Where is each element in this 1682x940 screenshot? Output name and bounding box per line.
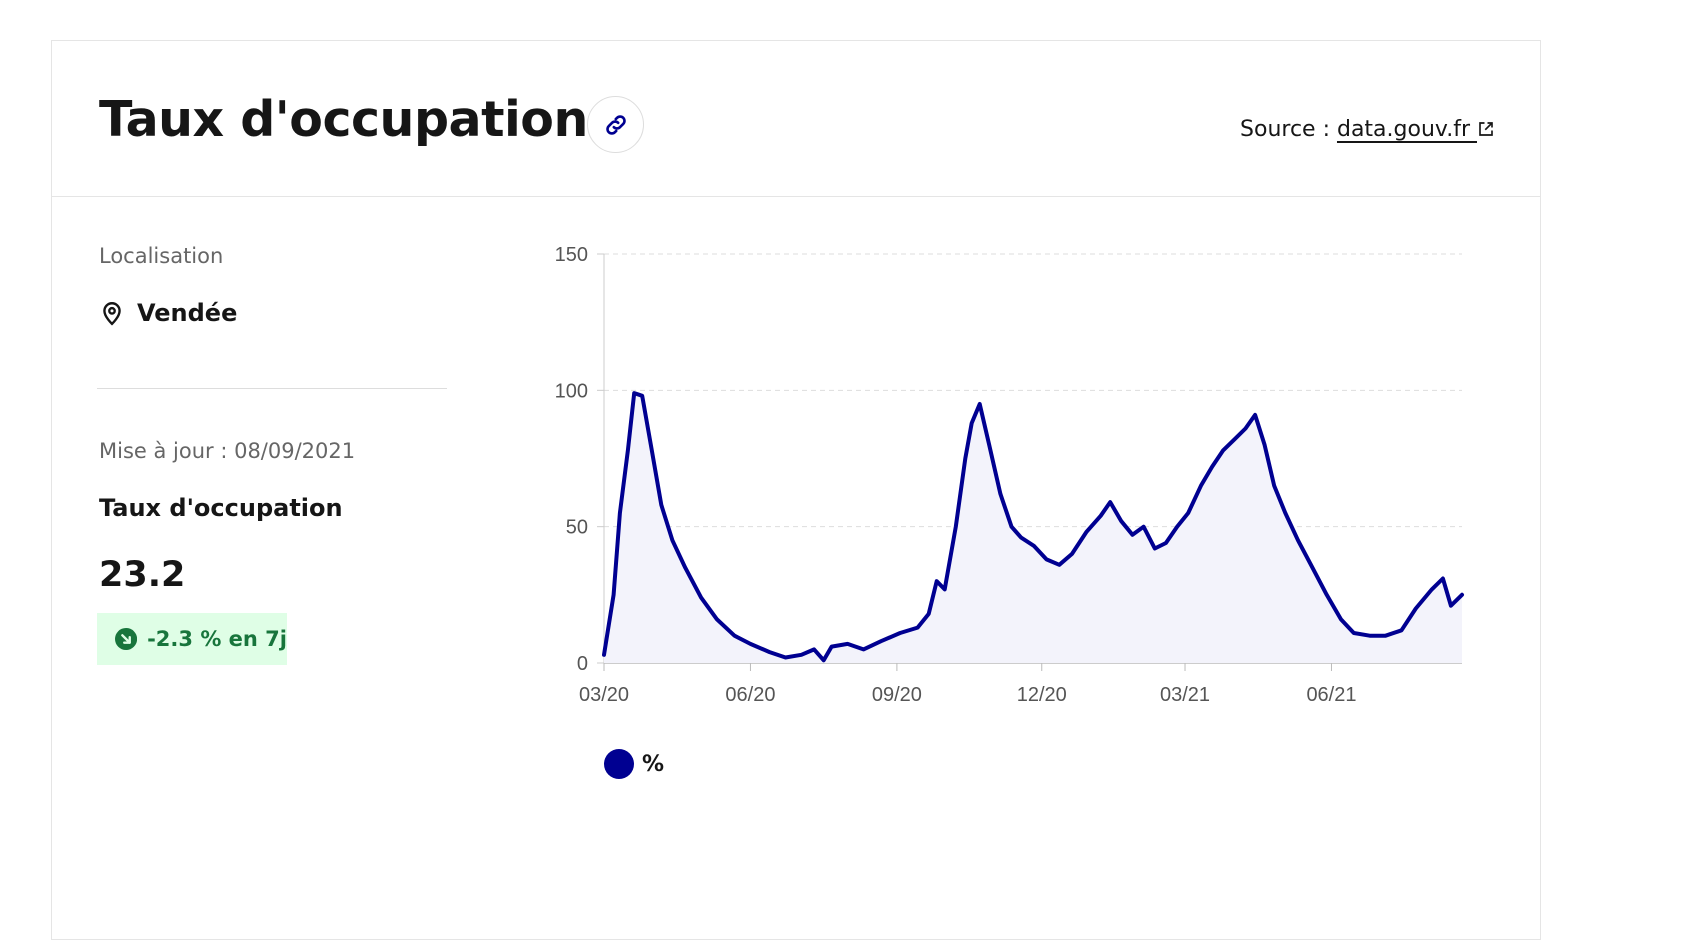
y-tick-label: 150 [555,244,588,266]
legend-marker [604,749,634,779]
series-line [602,391,1464,663]
trend-badge: -2.3 % en 7j [97,613,287,665]
metric-label: Taux d'occupation [99,494,343,522]
link-icon [605,114,626,135]
y-tick-label: 100 [555,380,588,402]
chart-legend[interactable]: % [604,749,664,779]
chart-title: Taux d'occupation [99,91,588,148]
source: Source : data.gouv.fr [1240,117,1495,142]
update-date: Mise à jour : 08/09/2021 [99,439,356,463]
legend-label: % [642,751,665,777]
y-tick-label: 0 [577,653,588,675]
metric-value: 23.2 [99,555,186,595]
copy-link-button[interactable] [587,96,644,153]
source-link[interactable]: data.gouv.fr [1337,117,1495,142]
source-link-label: data.gouv.fr [1336,117,1470,142]
x-tick-label: 09/20 [872,684,922,706]
source-prefix: Source : [1240,117,1330,142]
x-tick-label: 06/21 [1306,684,1356,706]
arrow-down-right-icon [115,627,138,651]
divider [97,388,447,389]
x-tick-label: 12/20 [1017,684,1067,706]
card-header: Taux d'occupation Source : data.gouv.fr [52,41,1540,197]
map-pin-icon [103,302,121,326]
trend-text: -2.3 % en 7j [147,627,287,651]
y-tick-label: 50 [566,517,588,539]
occupancy-chart: 0 50 100 150 03/20 06/20 09/20 12/20 03/21 06/21 [555,244,1464,706]
series-area [604,393,1462,663]
location-value: Vendée [137,299,238,327]
location: Vendée [99,299,237,327]
x-tick-label: 03/21 [1160,684,1210,706]
x-tick-label: 03/20 [579,684,629,706]
external-link-icon [1479,122,1493,136]
x-tick-label: 06/20 [725,684,775,706]
chart-card: Taux d'occupation Source : data.gouv.fr … [51,40,1541,940]
location-label: Localisation [99,244,224,268]
